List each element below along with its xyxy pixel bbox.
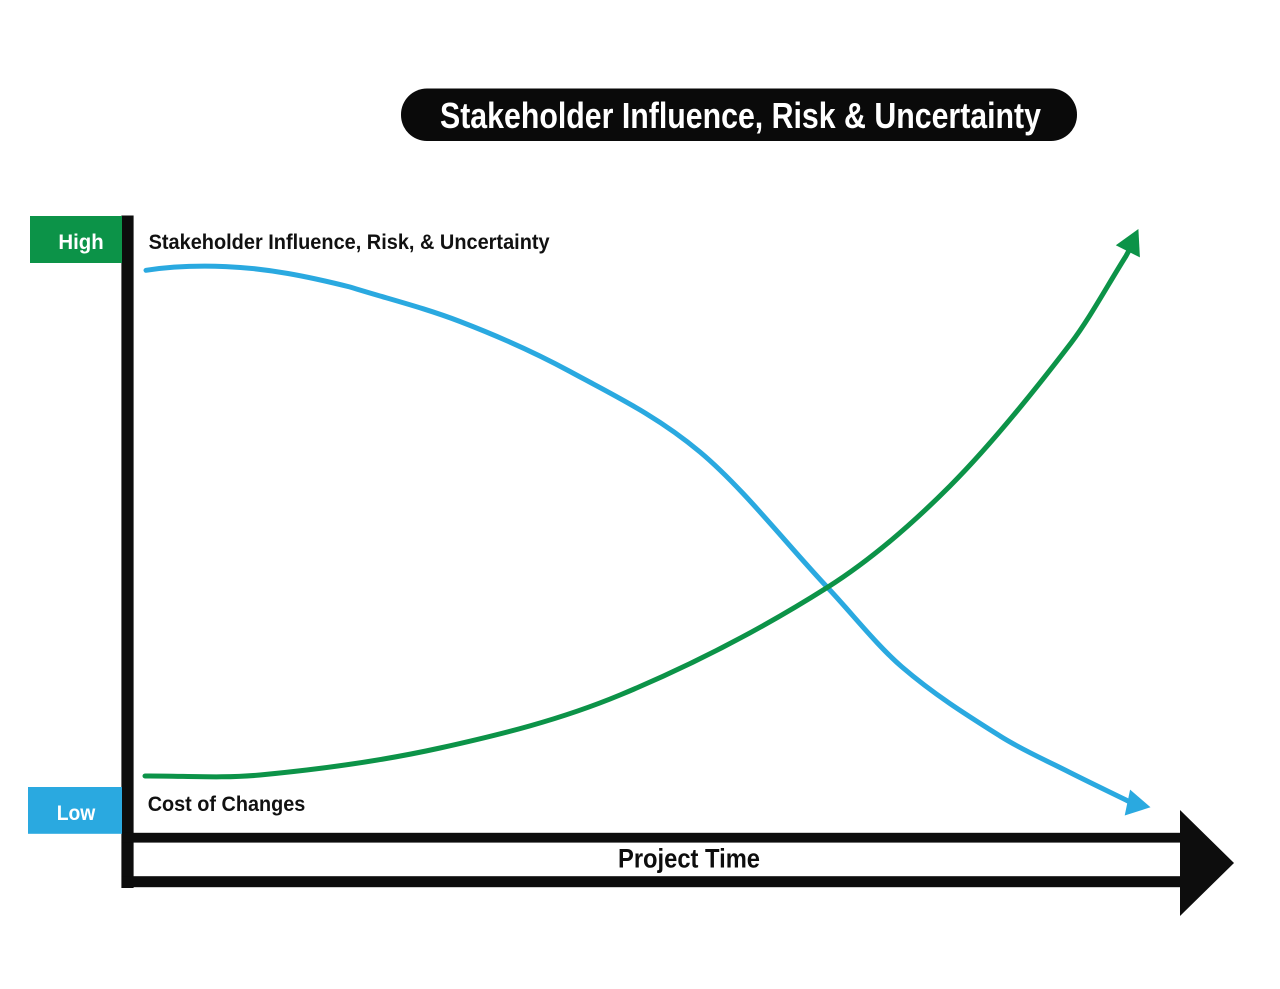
svg-text:Cost of Changes: Cost of Changes — [148, 793, 306, 816]
svg-text:Low: Low — [57, 802, 96, 825]
svg-text:Stakeholder Influence, Risk &: Stakeholder Influence, Risk & Uncertaint… — [440, 95, 1041, 136]
svg-text:Stakeholder Influence, Risk, &: Stakeholder Influence, Risk, & Uncertain… — [149, 231, 550, 254]
svg-text:Project Time: Project Time — [618, 844, 760, 874]
svg-text:High: High — [58, 231, 103, 254]
